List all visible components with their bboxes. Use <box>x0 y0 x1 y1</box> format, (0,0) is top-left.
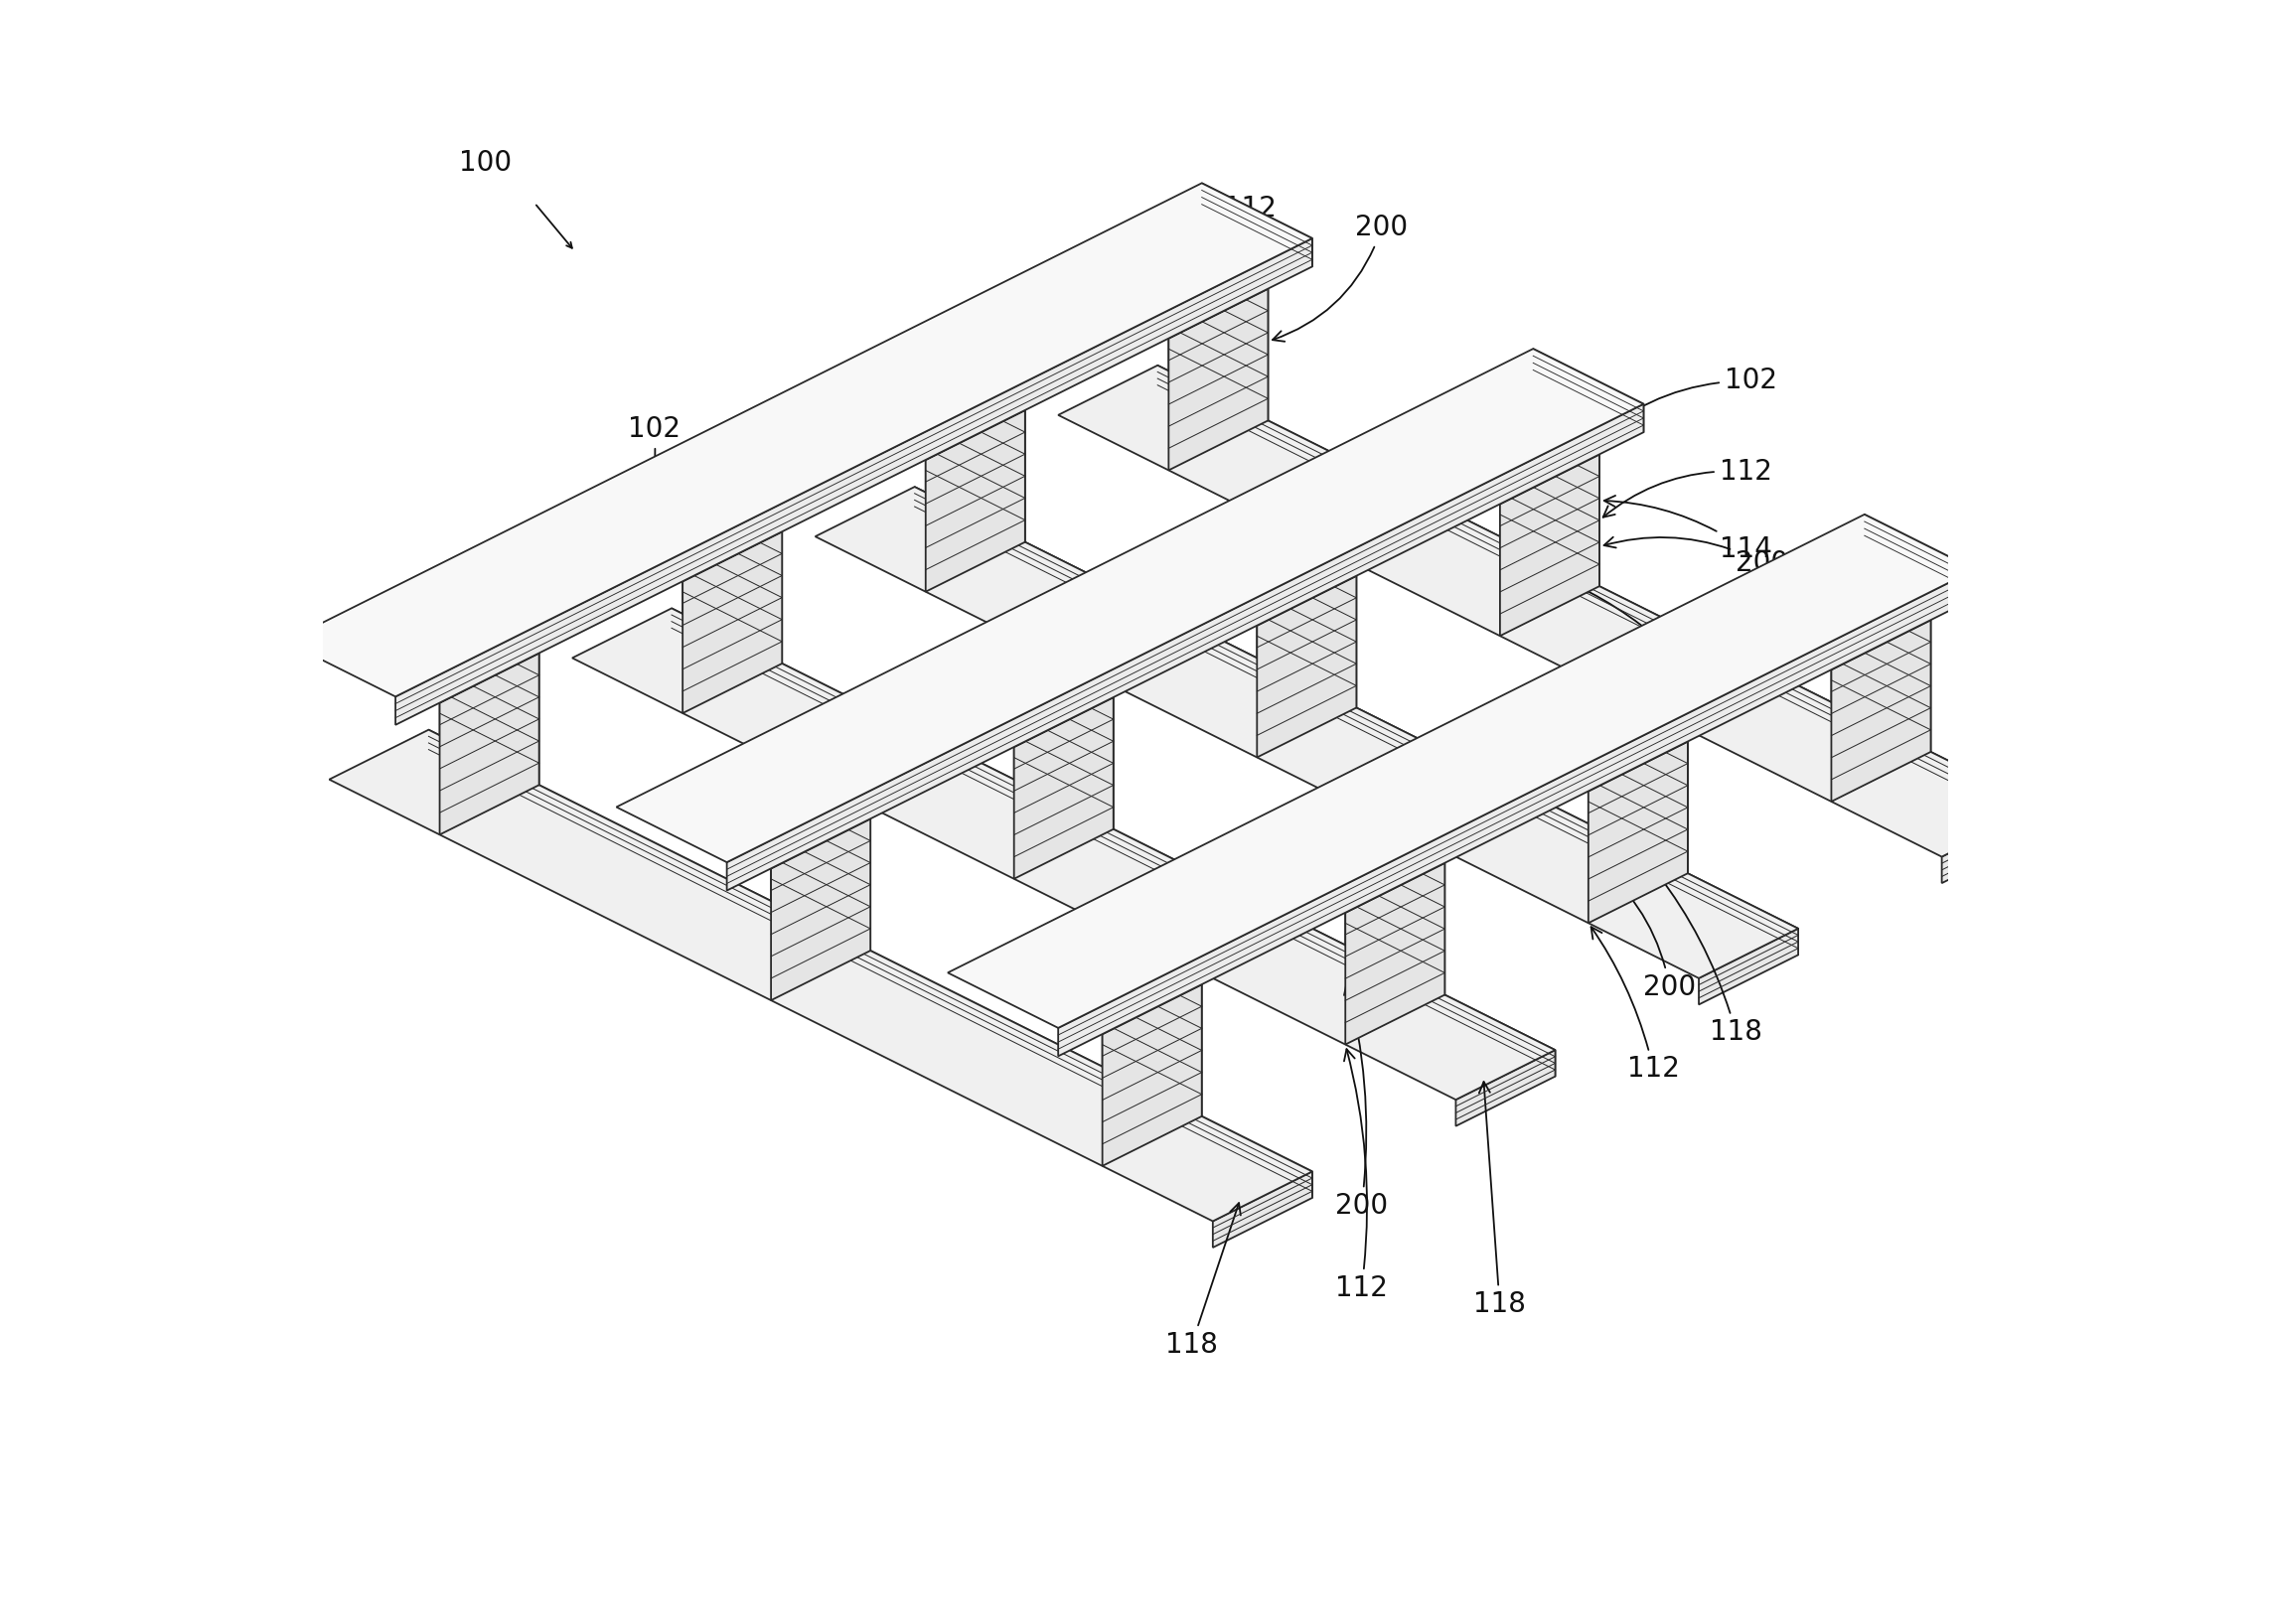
Polygon shape <box>1015 648 1113 830</box>
Polygon shape <box>815 487 1799 978</box>
Text: 112: 112 <box>1335 1049 1388 1302</box>
Text: 112: 112 <box>1592 927 1681 1083</box>
Polygon shape <box>1058 365 2042 857</box>
Polygon shape <box>1101 984 1201 1166</box>
Polygon shape <box>915 487 1799 955</box>
Polygon shape <box>341 604 538 703</box>
Polygon shape <box>684 531 781 713</box>
Polygon shape <box>1830 570 1930 752</box>
Polygon shape <box>1058 570 1976 1056</box>
Polygon shape <box>672 770 870 869</box>
Polygon shape <box>1201 184 1313 266</box>
Text: 200: 200 <box>1272 214 1408 341</box>
Polygon shape <box>1344 862 1444 1044</box>
Polygon shape <box>772 770 870 950</box>
Polygon shape <box>1158 526 1356 625</box>
Polygon shape <box>441 653 538 835</box>
Polygon shape <box>1830 620 1930 802</box>
Text: 118: 118 <box>1474 1082 1526 1319</box>
Text: 118: 118 <box>1549 572 1701 667</box>
Text: 200: 200 <box>1592 861 1696 1000</box>
Polygon shape <box>1213 1171 1313 1247</box>
Polygon shape <box>1256 577 1356 757</box>
Polygon shape <box>584 482 781 581</box>
Polygon shape <box>286 184 1313 697</box>
Text: 112: 112 <box>1172 195 1276 336</box>
Polygon shape <box>1170 239 1267 421</box>
Polygon shape <box>672 609 1556 1077</box>
Polygon shape <box>1499 455 1599 637</box>
Text: 118: 118 <box>1658 874 1762 1046</box>
Polygon shape <box>827 361 1024 460</box>
Text: 100: 100 <box>459 148 513 177</box>
Text: 112: 112 <box>1603 458 1771 516</box>
Text: 118: 118 <box>1165 1203 1240 1359</box>
Polygon shape <box>1015 697 1113 879</box>
Polygon shape <box>429 729 1313 1199</box>
Polygon shape <box>1499 404 1599 586</box>
Polygon shape <box>1344 814 1444 996</box>
Polygon shape <box>915 648 1113 747</box>
Polygon shape <box>1247 814 1444 913</box>
Polygon shape <box>927 411 1024 591</box>
Polygon shape <box>1170 289 1267 471</box>
Text: 102: 102 <box>609 416 681 588</box>
Polygon shape <box>329 729 1313 1221</box>
Polygon shape <box>1070 239 1267 338</box>
Polygon shape <box>727 404 1644 890</box>
Polygon shape <box>395 239 1313 724</box>
Polygon shape <box>1004 935 1201 1034</box>
Polygon shape <box>1158 365 2042 833</box>
Polygon shape <box>1942 807 2042 883</box>
Polygon shape <box>1699 929 1799 1005</box>
Polygon shape <box>1490 692 1687 791</box>
Polygon shape <box>927 361 1024 542</box>
Text: 114: 114 <box>1603 495 1771 564</box>
Polygon shape <box>441 604 538 784</box>
Text: 200: 200 <box>1335 983 1388 1220</box>
Text: 102: 102 <box>1592 367 1778 442</box>
Polygon shape <box>947 515 1976 1028</box>
Polygon shape <box>1733 570 1930 669</box>
Polygon shape <box>572 609 1556 1099</box>
Polygon shape <box>1587 742 1687 922</box>
Text: 200: 200 <box>1603 538 1787 577</box>
Polygon shape <box>1101 935 1201 1116</box>
Polygon shape <box>615 349 1644 862</box>
Polygon shape <box>1256 526 1356 708</box>
Polygon shape <box>1533 349 1644 432</box>
Polygon shape <box>1456 1051 1556 1125</box>
Polygon shape <box>1401 404 1599 503</box>
Polygon shape <box>772 818 870 1000</box>
Polygon shape <box>1587 692 1687 874</box>
Polygon shape <box>1864 515 1976 598</box>
Polygon shape <box>684 482 781 664</box>
